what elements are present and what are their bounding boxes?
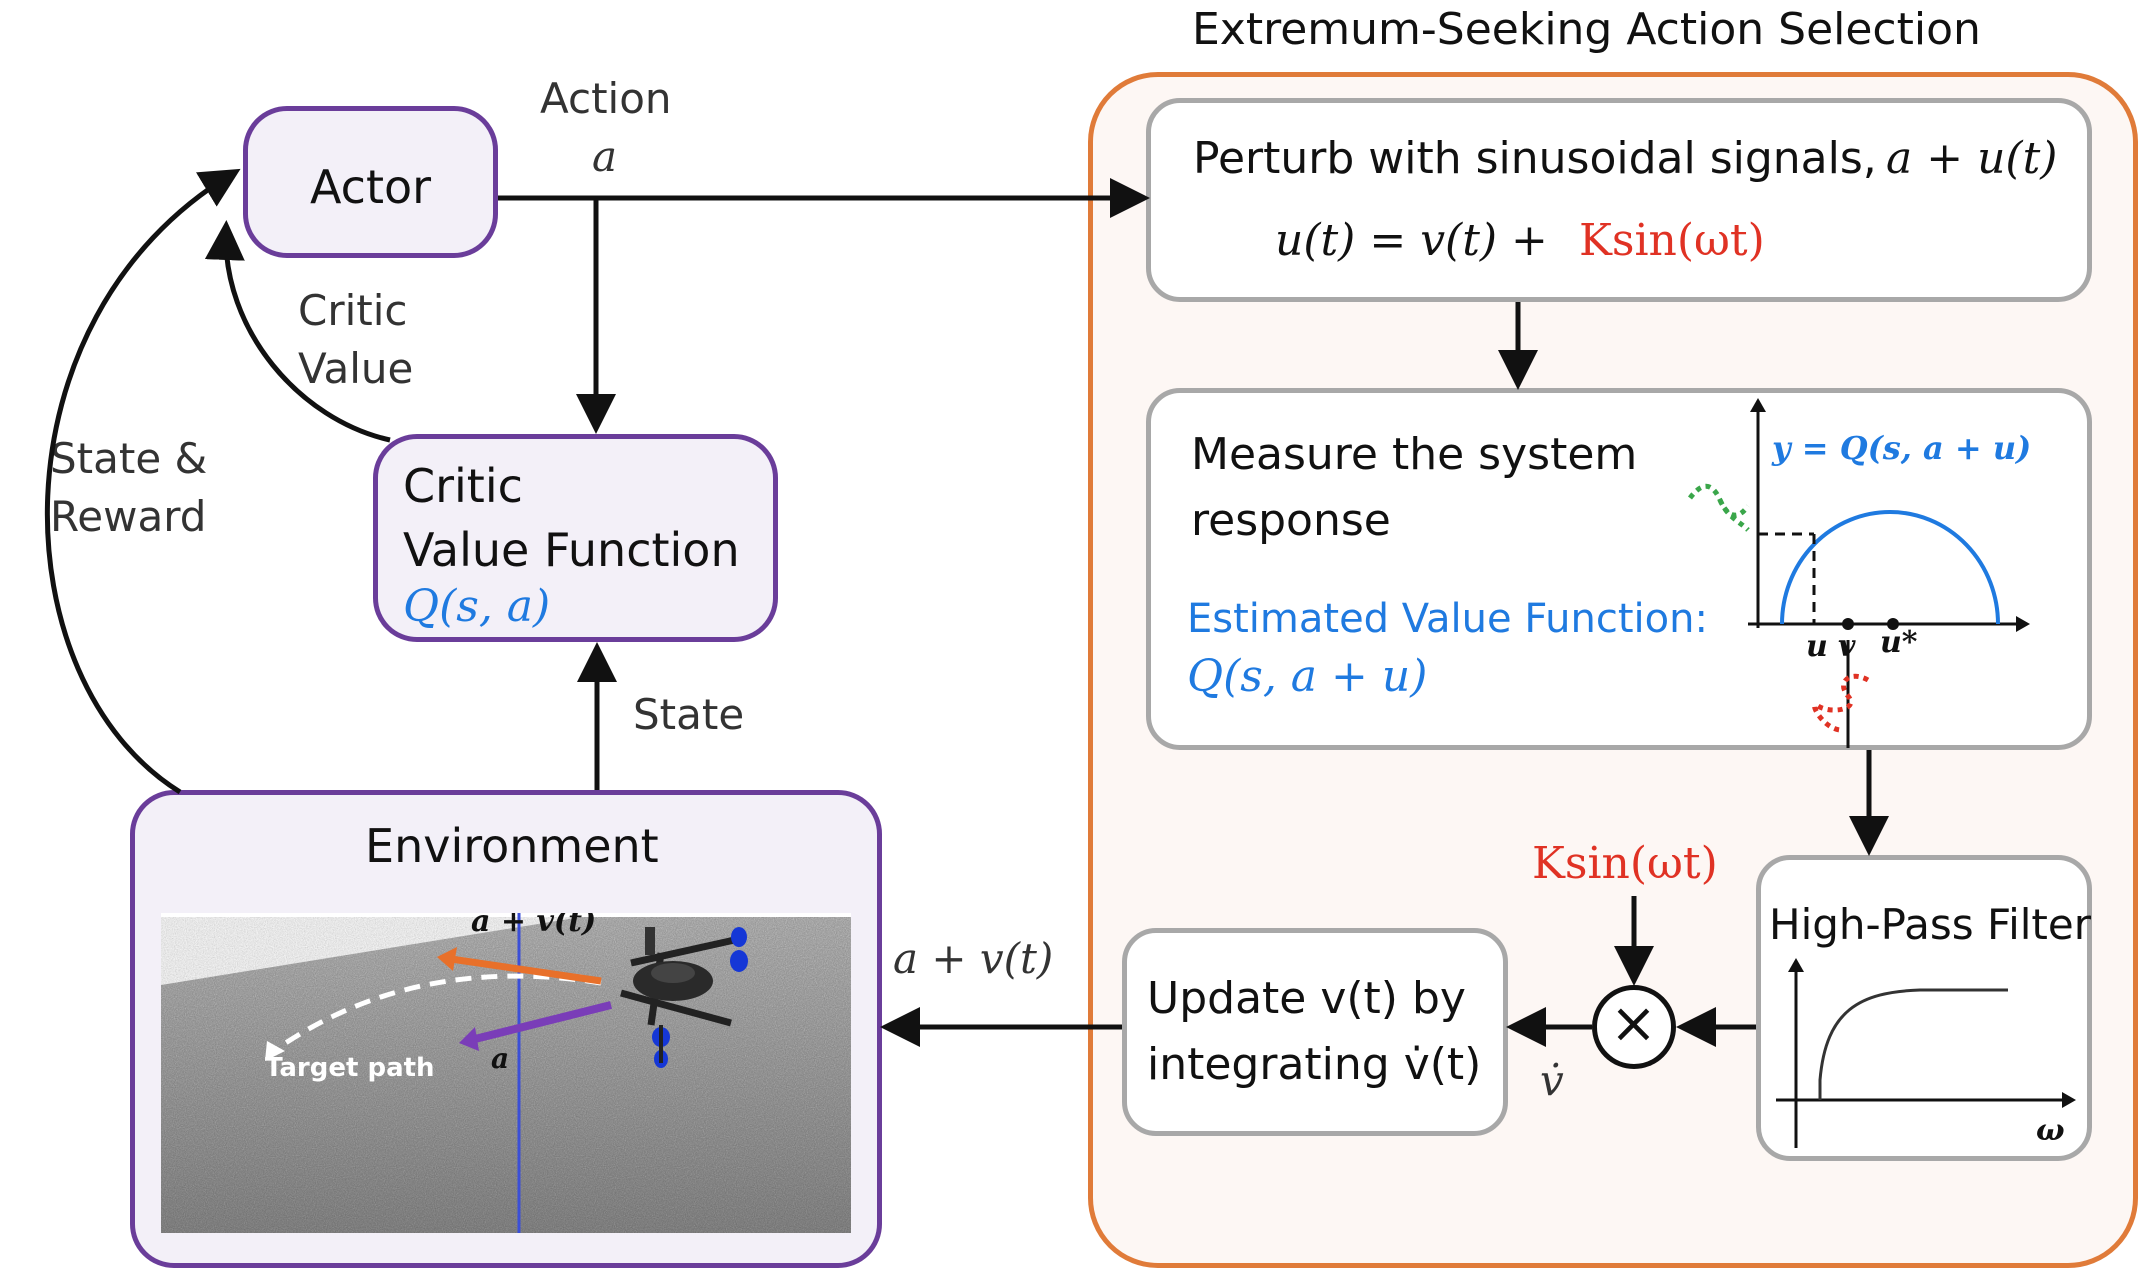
perturb-text: Perturb with sinusoidal signals,: [1193, 133, 1877, 184]
critic-label-line2: Value Function: [403, 523, 740, 577]
target-path-curve: [269, 973, 602, 1056]
critic-formula: Q(s, a): [403, 581, 551, 632]
measure-label-line1: Measure the system: [1191, 429, 1638, 480]
purple-arrow: [474, 1001, 612, 1043]
critic-value-label-line1: Critic: [298, 286, 408, 335]
tick-u: u: [1806, 629, 1828, 664]
environment-label: Environment: [365, 819, 659, 873]
panel-title: Extremum-Seeking Action Selection: [1192, 4, 1981, 55]
actor-label: Actor: [310, 160, 432, 214]
perturb-expr: a + u(t): [1886, 133, 2058, 184]
state-reward-label-line1: State &: [50, 434, 208, 483]
scene-svg: [161, 913, 851, 1233]
environment-box: Environment: [130, 790, 882, 1268]
estimated-value-label: Estimated Value Function:: [1187, 596, 1708, 642]
target-path-label: Target path: [265, 1053, 435, 1083]
measure-label-line2: response: [1191, 495, 1391, 546]
target-path-arrowhead: [265, 1041, 285, 1061]
state-label: State: [633, 690, 745, 739]
arrow-critic-to-actor: [204, 220, 391, 443]
drone-perturbed-action-label: a + v(t): [471, 913, 597, 939]
tick-ustar: u*: [1880, 625, 1918, 660]
perturb-box: Perturb with sinusoidal signals, a + u(t…: [1146, 98, 2092, 302]
actor-box: Actor: [243, 106, 498, 258]
action-symbol: a: [592, 132, 618, 181]
perturb-equation-right: Ksin(ωt): [1579, 215, 1765, 266]
update-box: Update v(t) by integrating v̇(t): [1122, 928, 1508, 1136]
simulation-scene: a + v(t) a Target path: [161, 913, 851, 1233]
drone: [620, 927, 748, 1068]
drone-action-label: a: [491, 1042, 510, 1075]
estimated-value-formula: Q(s, a + u): [1187, 651, 1428, 702]
arrow-env-to-actor: [44, 168, 241, 795]
hpf-label: High-Pass Filter: [1769, 900, 2091, 949]
critic-label-line1: Critic: [403, 459, 523, 513]
vdot-label: v̇: [1540, 1056, 1564, 1105]
action-label: Action: [540, 74, 672, 123]
tick-v: v: [1838, 629, 1856, 664]
plot-label: y = Q(s, a + u): [1772, 429, 2032, 467]
multiply-symbol: ×: [1610, 991, 1657, 1056]
env-input-label: a + v(t): [893, 934, 1054, 983]
ksin-label: Ksin(ωt): [1532, 838, 1718, 889]
critic-value-label-line2: Value: [298, 344, 414, 393]
perturb-equation-left: u(t) = v(t) +: [1275, 215, 1548, 266]
hpf-axis-label: ω: [2036, 1113, 2065, 1148]
state-reward-label-line2: Reward: [50, 492, 207, 541]
update-label-line2: integrating v̇(t): [1147, 1039, 1482, 1090]
multiplier-node: ×: [1592, 985, 1676, 1069]
critic-box: Critic Value Function Q(s, a): [373, 434, 778, 642]
orange-arrow: [450, 955, 602, 985]
update-label-line1: Update v(t) by: [1147, 973, 1466, 1024]
